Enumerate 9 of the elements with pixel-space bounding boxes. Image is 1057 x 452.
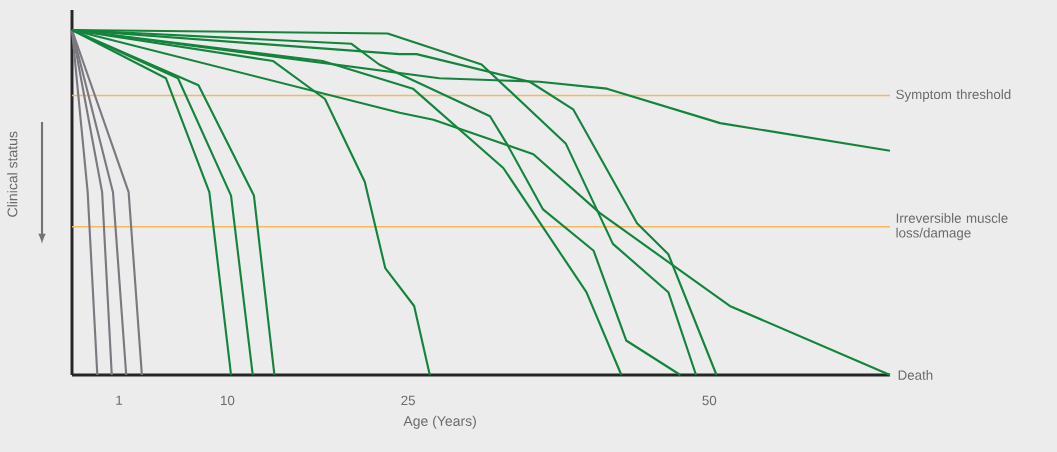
ref-line-label: Irreversible muscle loss/damage [896,213,1008,241]
y-axis-title: Clinical status [7,131,18,217]
annotation: Death [898,370,933,380]
x-tick-label: 10 [221,395,235,406]
x-tick-label: 1 [116,395,123,405]
x-tick-label: 50 [702,395,717,406]
ref-line-label: Symptom threshold [896,89,1011,102]
x-axis-title: Age (Years) [403,415,476,429]
x-tick-label: 25 [401,395,415,406]
